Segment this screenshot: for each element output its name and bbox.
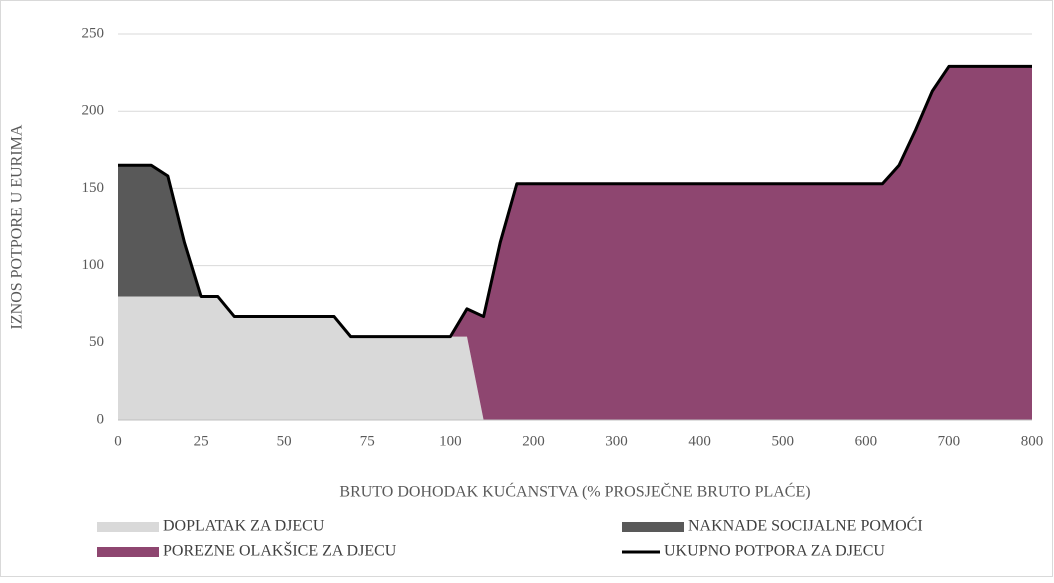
x-tick-label: 800 xyxy=(1021,433,1044,449)
area xyxy=(118,66,1032,420)
x-tick-label: 600 xyxy=(855,433,878,449)
line xyxy=(118,64,1032,339)
y-tick-label: 100 xyxy=(82,257,105,273)
legend-swatch xyxy=(622,522,684,532)
x-tick-label: 0 xyxy=(114,433,122,449)
x-tick-label: 700 xyxy=(938,433,961,449)
legend-label: DOPLATAK ZA DJECU xyxy=(163,518,325,535)
y-tick-label: 200 xyxy=(82,103,105,119)
x-tick-label: 400 xyxy=(688,433,711,449)
x-tick-label: 200 xyxy=(522,433,545,449)
y-tick-label: 50 xyxy=(89,334,104,350)
x-tick-label: 50 xyxy=(277,433,292,449)
y-tick-label: 250 xyxy=(82,25,105,41)
y-tick-label: 150 xyxy=(82,180,105,196)
legend-swatch xyxy=(97,522,159,532)
x-axis-title: BRUTO DOHODAK KUĆANSTVA (% PROSJEČNE BRU… xyxy=(339,482,810,501)
area xyxy=(118,296,1032,420)
x-tick-label: 500 xyxy=(771,433,794,449)
x-tick-label: 300 xyxy=(605,433,628,449)
x-tick-label: 25 xyxy=(194,433,209,449)
y-axis-title: IZNOS POTPORE U EURIMA xyxy=(9,124,26,329)
y-tick-label: 0 xyxy=(97,411,105,427)
x-tick-label: 100 xyxy=(439,433,462,449)
legend-swatch xyxy=(97,547,159,557)
legend-label: UKUPNO POTPORA ZA DJECU xyxy=(664,543,885,560)
legend-label: NAKNADE SOCIJALNE POMOĆI xyxy=(688,516,923,535)
legend-label: POREZNE OLAKŠICE ZA DJECU xyxy=(163,541,397,560)
x-tick-label: 75 xyxy=(360,433,375,449)
